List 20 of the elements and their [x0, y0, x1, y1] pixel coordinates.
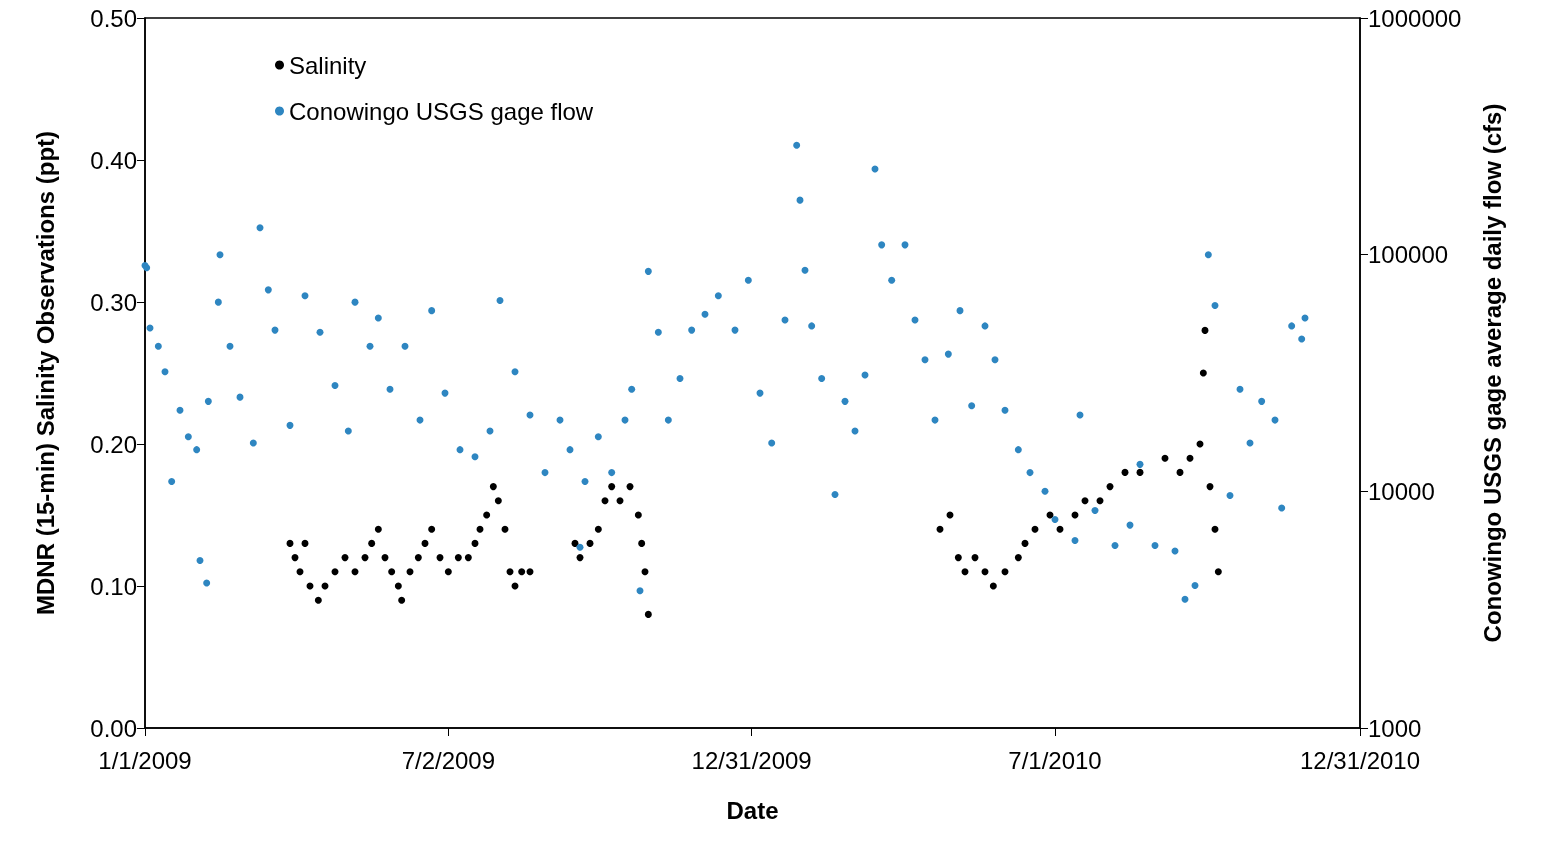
y2-axis-title: Conowingo USGS gage average daily flow (cfs)	[1478, 103, 1506, 643]
x-axis-title: Date	[726, 796, 779, 824]
y-tick-label: 0.50	[90, 4, 137, 32]
y-tick-label: 0.20	[90, 430, 137, 458]
y-tick-label: 0.10	[90, 572, 137, 600]
legend-label: Conowingo USGS gage flow	[289, 97, 594, 125]
y2-tick-label: 1000	[1368, 714, 1422, 742]
x-tick-label: 7/2/2009	[401, 746, 496, 774]
legend-label: Salinity	[289, 51, 367, 79]
y2-tick-label: 100000	[1368, 241, 1449, 269]
x-tick-label: 1/1/2009	[98, 746, 192, 774]
y-axis-title: MDNR (15-min) Salinity Observations (ppt)	[31, 130, 59, 616]
x-tick-label: 12/31/2009	[691, 746, 812, 774]
y-tick-label: 0.00	[90, 714, 137, 742]
y-tick-label: 0.40	[90, 146, 137, 174]
y2-tick-label: 1000000	[1368, 4, 1462, 32]
x-tick-label: 12/31/2010	[1299, 746, 1421, 774]
y-tick-label: 0.30	[90, 288, 137, 316]
x-tick-label: 7/1/2010	[1008, 746, 1102, 774]
y2-tick-label: 10000	[1368, 477, 1435, 505]
